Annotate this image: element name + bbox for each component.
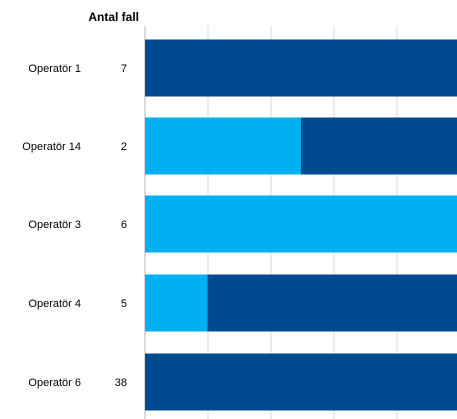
bar-segment: [145, 353, 457, 411]
count-label: 6: [121, 219, 127, 231]
bar-segment: [145, 274, 208, 332]
bar-segment: [207, 274, 457, 332]
count-labels: 7 2 6 5 38: [115, 63, 127, 389]
count-label: 2: [121, 141, 127, 153]
bar-segment: [145, 39, 457, 97]
category-label: Operatör 14: [22, 141, 81, 153]
count-column-header: Antal fall: [88, 10, 139, 24]
bars: [145, 39, 457, 411]
category-label: Operatör 3: [28, 219, 81, 231]
bar-segment: [145, 195, 457, 253]
count-label: 38: [115, 377, 127, 389]
bar-segment: [301, 117, 457, 175]
count-label: 5: [121, 298, 127, 310]
category-labels: Operatör 1 Operatör 14 Operatör 3 Operatör …: [22, 63, 81, 389]
bar-segment: [145, 117, 301, 175]
category-label: Operatör 1: [28, 63, 81, 75]
category-label: Operatör 4: [28, 298, 81, 310]
category-label: Operatör 6: [28, 377, 81, 389]
count-label: 7: [121, 63, 127, 75]
